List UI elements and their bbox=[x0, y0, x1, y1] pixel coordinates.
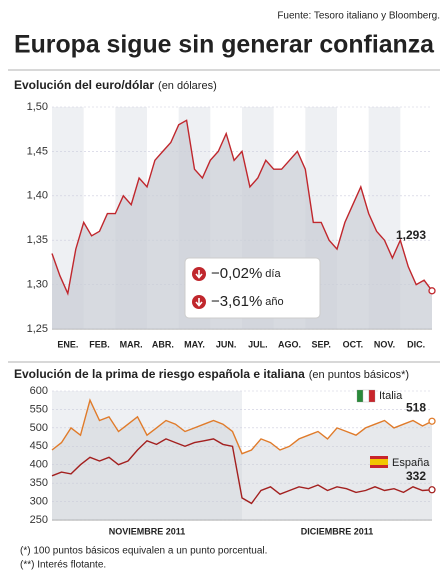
chart-title: Evolución del euro/dólar bbox=[14, 78, 154, 92]
y-tick-label: 1,35 bbox=[27, 234, 48, 246]
flag bbox=[362, 389, 370, 403]
chart-title: Evolución de la prima de riesgo española… bbox=[14, 367, 305, 381]
x-tick-label: NOVIEMBRE 2011 bbox=[109, 526, 186, 536]
value-label: 332 bbox=[406, 469, 426, 483]
end-point bbox=[428, 486, 436, 494]
chart-heading: Evolución de la prima de riesgo española… bbox=[14, 367, 409, 381]
x-tick-label: DICIEMBRE 2011 bbox=[301, 526, 374, 536]
x-tick-label: FEB. bbox=[89, 339, 110, 349]
y-tick-label: 1,50 bbox=[27, 101, 48, 113]
y-tick-label: 500 bbox=[30, 422, 48, 434]
value-label: 1,293 bbox=[396, 228, 426, 242]
footnote: (**) Interés flotante. bbox=[20, 560, 106, 571]
y-tick-label: 1,40 bbox=[27, 190, 48, 202]
y-tick-label: 300 bbox=[30, 495, 48, 507]
line bbox=[51, 438, 433, 505]
y-tick-label: 600 bbox=[30, 385, 48, 397]
x-tick-label: OCT. bbox=[343, 339, 364, 349]
y-tick-label: 450 bbox=[30, 440, 48, 452]
legend-label: España bbox=[392, 457, 430, 469]
x-tick-label: DIC. bbox=[407, 339, 425, 349]
footnote: (*) 100 puntos básicos equivalen a un pu… bbox=[20, 546, 267, 557]
annotation-unit: año bbox=[265, 296, 283, 308]
x-tick-label: MAY. bbox=[184, 339, 205, 349]
x-tick-label: AGO. bbox=[278, 339, 301, 349]
annotation: −0,02% día bbox=[211, 265, 281, 282]
annotation-value: −3,61% bbox=[211, 293, 262, 310]
y-tick-label: 250 bbox=[30, 514, 48, 526]
band bbox=[52, 391, 242, 520]
chart-heading: Evolución del euro/dólar (en dólares) bbox=[14, 78, 217, 92]
line bbox=[51, 398, 433, 455]
annotation-value: −0,02% bbox=[211, 265, 262, 282]
y-tick-label: 1,45 bbox=[27, 145, 48, 157]
value-label: 518 bbox=[406, 400, 426, 414]
legend-label: Italia bbox=[379, 390, 403, 402]
x-tick-label: ABR. bbox=[152, 339, 174, 349]
line bbox=[51, 119, 433, 296]
annotation: −3,61% año bbox=[211, 293, 284, 310]
annotation-unit: día bbox=[265, 268, 281, 280]
y-tick-label: 1,30 bbox=[27, 279, 48, 291]
flag bbox=[370, 459, 388, 465]
down-arrow bbox=[195, 298, 203, 307]
y-tick-label: 1,25 bbox=[27, 323, 48, 335]
y-tick-label: 400 bbox=[30, 459, 48, 471]
x-tick-label: ENE. bbox=[57, 339, 78, 349]
area bbox=[52, 120, 432, 329]
info-box bbox=[184, 257, 321, 319]
x-tick-label: JUL. bbox=[248, 339, 268, 349]
x-tick-label: MAR. bbox=[120, 339, 143, 349]
down-arrow bbox=[195, 270, 203, 279]
chart-subtitle: (en dólares) bbox=[158, 80, 217, 92]
source: Fuente: Tesoro italiano y Bloomberg. bbox=[277, 11, 440, 22]
flag bbox=[368, 389, 376, 403]
end-point bbox=[428, 287, 436, 295]
chart-subtitle: (en puntos básicos*) bbox=[309, 369, 409, 381]
end-point bbox=[428, 417, 436, 425]
y-tick-label: 550 bbox=[30, 403, 48, 415]
flag bbox=[356, 389, 364, 403]
main-title: Europa sigue sin generar confianza bbox=[14, 31, 435, 59]
x-tick-label: JUN. bbox=[216, 339, 237, 349]
x-tick-label: SEP. bbox=[311, 339, 330, 349]
y-tick-label: 350 bbox=[30, 477, 48, 489]
area bbox=[52, 400, 432, 520]
x-tick-label: NOV. bbox=[374, 339, 395, 349]
